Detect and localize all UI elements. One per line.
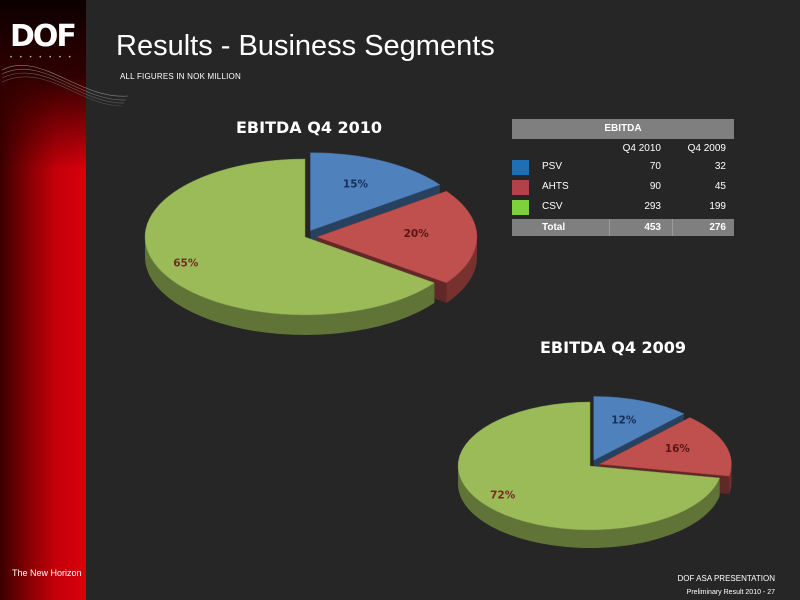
row-value-q4-2009: 276	[709, 222, 726, 233]
pie-slice-csv	[457, 401, 721, 531]
pie-chart-q4-2009: 12% 16% 72%	[457, 396, 732, 549]
csv-color-swatch	[512, 200, 529, 215]
footer-page-info: Preliminary Result 2010 - 27	[686, 589, 775, 596]
pie-data-label: 20%	[404, 228, 430, 240]
table-row-total: Total 453 276	[512, 219, 734, 236]
page-title: Results - Business Segments	[116, 30, 495, 62]
psv-color-swatch	[512, 160, 529, 175]
table-row-ahts: AHTS 90 45	[512, 177, 734, 197]
chart-title-q4-2009: EBITDA Q4 2009	[540, 338, 687, 357]
row-label: PSV	[542, 161, 563, 172]
ahts-color-swatch	[512, 180, 529, 195]
pie-data-label: 16%	[665, 443, 691, 455]
row-value-q4-2010: 90	[649, 181, 661, 192]
logo-dots: • • • • • • •	[10, 55, 74, 61]
pie-slice-csv	[144, 158, 435, 316]
tagline: The New Horizon	[12, 568, 82, 578]
row-label: CSV	[542, 201, 563, 212]
pie-slice-psv	[593, 396, 685, 461]
pie-slice-side	[145, 237, 435, 336]
row-value-q4-2009: 32	[714, 161, 726, 172]
pie-slice-psv	[310, 152, 441, 231]
table-row-csv: CSV 293 199	[512, 197, 734, 217]
row-value-q4-2009: 199	[709, 201, 726, 212]
ebitda-table: EBITDA Q4 2010 Q4 2009 PSV 70 32 AHTS 90…	[512, 119, 734, 236]
swirl-graphic	[1, 64, 129, 107]
pie-slice-ahts	[316, 190, 478, 284]
pie-chart-q4-2010: 15% 20% 65%	[144, 152, 478, 336]
pie-slice-side	[458, 466, 720, 549]
pie-data-label: 15%	[343, 178, 369, 190]
row-value-q4-2010: 293	[644, 201, 661, 212]
pie-data-label: 65%	[173, 257, 199, 269]
column-divider	[672, 219, 673, 236]
table-column-headers: Q4 2010 Q4 2009	[512, 141, 734, 157]
pie-data-label: 12%	[611, 415, 637, 427]
footer-presentation: DOF ASA PRESENTATION	[677, 574, 776, 583]
pie-slice-ahts	[598, 417, 732, 477]
chart-title-q4-2010: EBITDA Q4 2010	[236, 118, 383, 137]
page-subtitle: ALL FIGURES IN NOK MILLION	[120, 72, 241, 81]
column-header-q4-2010: Q4 2010	[622, 143, 661, 154]
logo-text: DOF	[10, 19, 77, 54]
table-header: EBITDA	[512, 119, 734, 139]
pie-slice-side	[729, 464, 732, 495]
pie-slice-side	[446, 237, 477, 303]
table-row-psv: PSV 70 32	[512, 157, 734, 177]
row-value-q4-2009: 45	[714, 181, 726, 192]
dof-logo: DOF • • • • • • •	[0, 0, 129, 110]
row-label: Total	[542, 222, 566, 233]
column-header-q4-2009: Q4 2009	[687, 143, 726, 154]
pie-data-label: 72%	[490, 489, 516, 501]
row-value-q4-2010: 70	[649, 161, 661, 172]
row-value-q4-2010: 453	[644, 222, 661, 233]
column-divider	[609, 219, 610, 236]
row-label: AHTS	[542, 181, 569, 192]
